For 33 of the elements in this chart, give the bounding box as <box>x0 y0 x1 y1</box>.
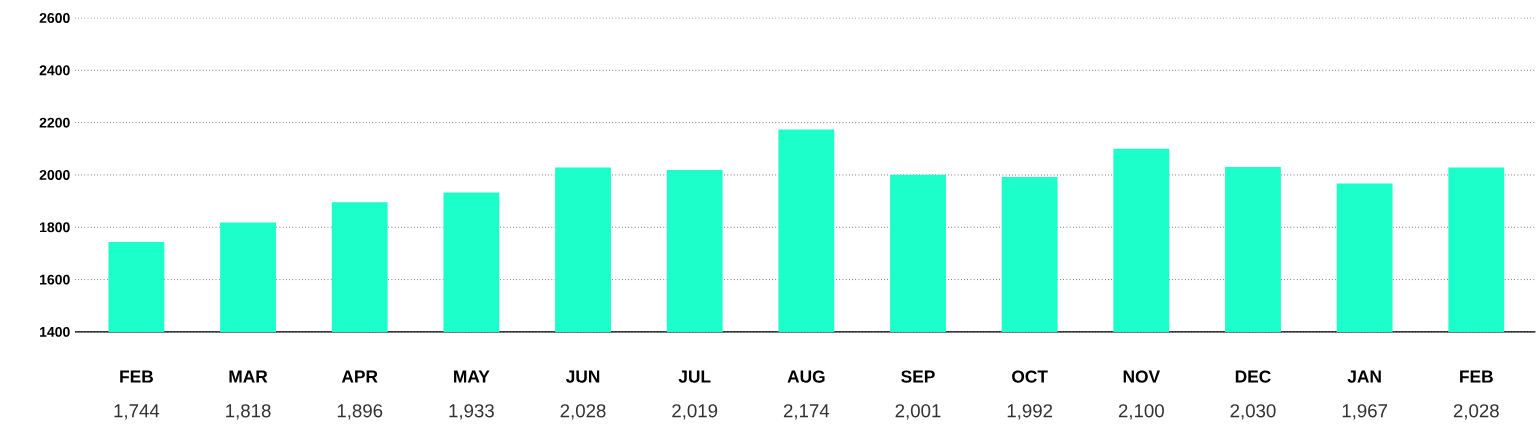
y-tick-label: 1400 <box>40 326 70 337</box>
y-tick-label: 2600 <box>39 13 70 23</box>
data-label: 1,818 <box>226 404 271 420</box>
x-tick-label: JUL <box>678 370 711 383</box>
data-label: 2,019 <box>672 404 718 420</box>
data-label: 1,896 <box>337 404 383 420</box>
data-label: 2,028 <box>560 404 606 420</box>
data-label: 1,933 <box>449 404 494 420</box>
x-tick-label: OCT <box>1012 370 1048 383</box>
x-tick-label: DEC <box>1235 370 1271 383</box>
x-tick-label: NOV <box>1123 370 1160 383</box>
x-tick-label: FEB <box>1460 370 1493 383</box>
x-tick-label: MAY <box>454 370 490 383</box>
x-tick-label: MAR <box>229 370 268 383</box>
data-label: 1,992 <box>1007 404 1053 420</box>
x-tick-label: JUN <box>565 370 600 383</box>
y-tick-label: 1800 <box>40 222 70 233</box>
y-tick-label: 2400 <box>39 65 70 76</box>
data-label: 2,174 <box>783 404 830 420</box>
x-tick-label: SEP <box>901 370 935 383</box>
y-tick-label: 1600 <box>40 274 70 285</box>
data-label: 2,001 <box>895 404 941 420</box>
y-tick-label: 2200 <box>39 117 70 128</box>
x-tick-label: APR <box>341 370 378 383</box>
data-label: 1,967 <box>1342 404 1388 420</box>
data-label: 2,030 <box>1230 404 1276 420</box>
y-tick-label: 2000 <box>39 170 70 180</box>
data-label: 1,744 <box>114 404 160 420</box>
x-tick-label: JAN <box>1347 370 1381 383</box>
x-tick-label: FEB <box>120 370 153 383</box>
x-tick-label: AUG <box>787 370 825 383</box>
data-label: 2,100 <box>1118 404 1164 420</box>
data-label: 2,028 <box>1453 404 1499 420</box>
